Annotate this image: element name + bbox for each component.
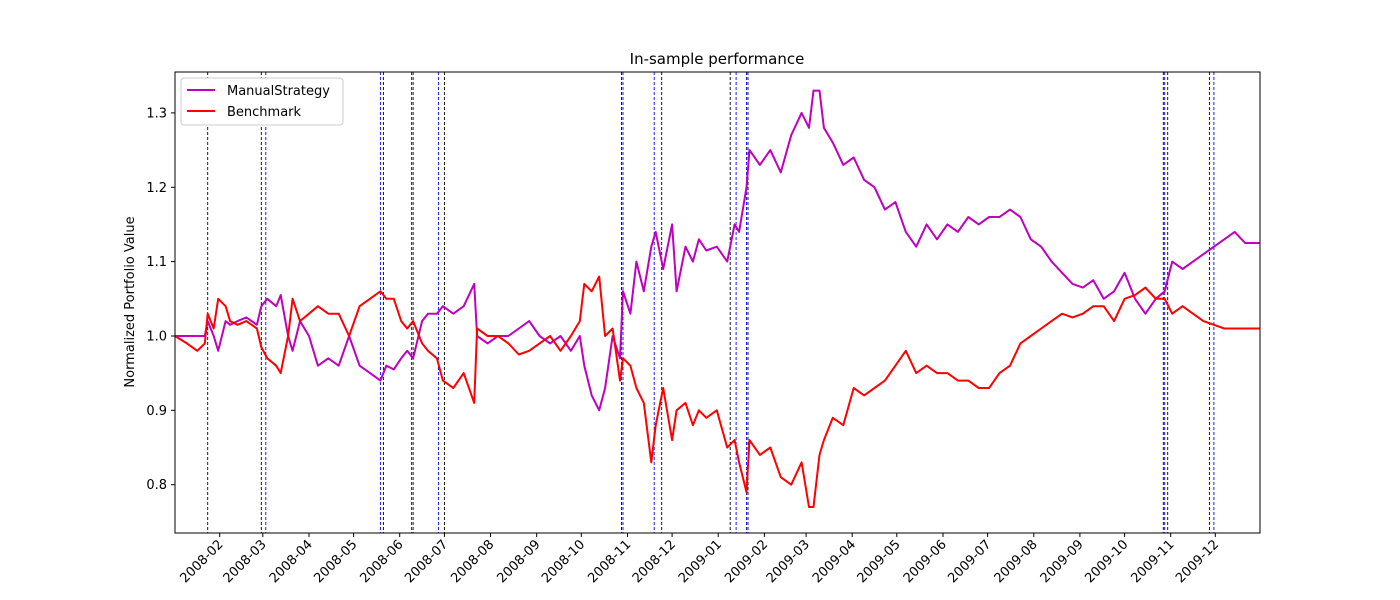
y-tick-label: 1.1 [146,255,167,270]
y-tick-label: 1.2 [146,181,167,196]
series-line-benchmark [174,275,1260,508]
y-tick-label: 1.3 [146,106,167,121]
y-tick-label: 0.9 [146,404,167,419]
y-axis: 0.8 0.9 1.0 1.1 1.2 1.3 [146,106,175,493]
series-lines [174,89,1260,508]
legend-label-benchmark: Benchmark [227,105,302,120]
y-tick-label: 1.0 [146,330,167,345]
legend-label-manualstrategy: ManualStrategy [227,84,330,99]
y-axis-title: Normalized Portfolio Value [123,216,138,387]
y-tick-label: 0.8 [146,478,167,493]
plot-area-frame [174,71,1261,534]
legend-box [180,77,344,126]
chart-title: In-sample performance [630,50,805,68]
series-line-manualstrategy [175,89,1260,412]
legend: ManualStrategy Benchmark [180,77,344,126]
